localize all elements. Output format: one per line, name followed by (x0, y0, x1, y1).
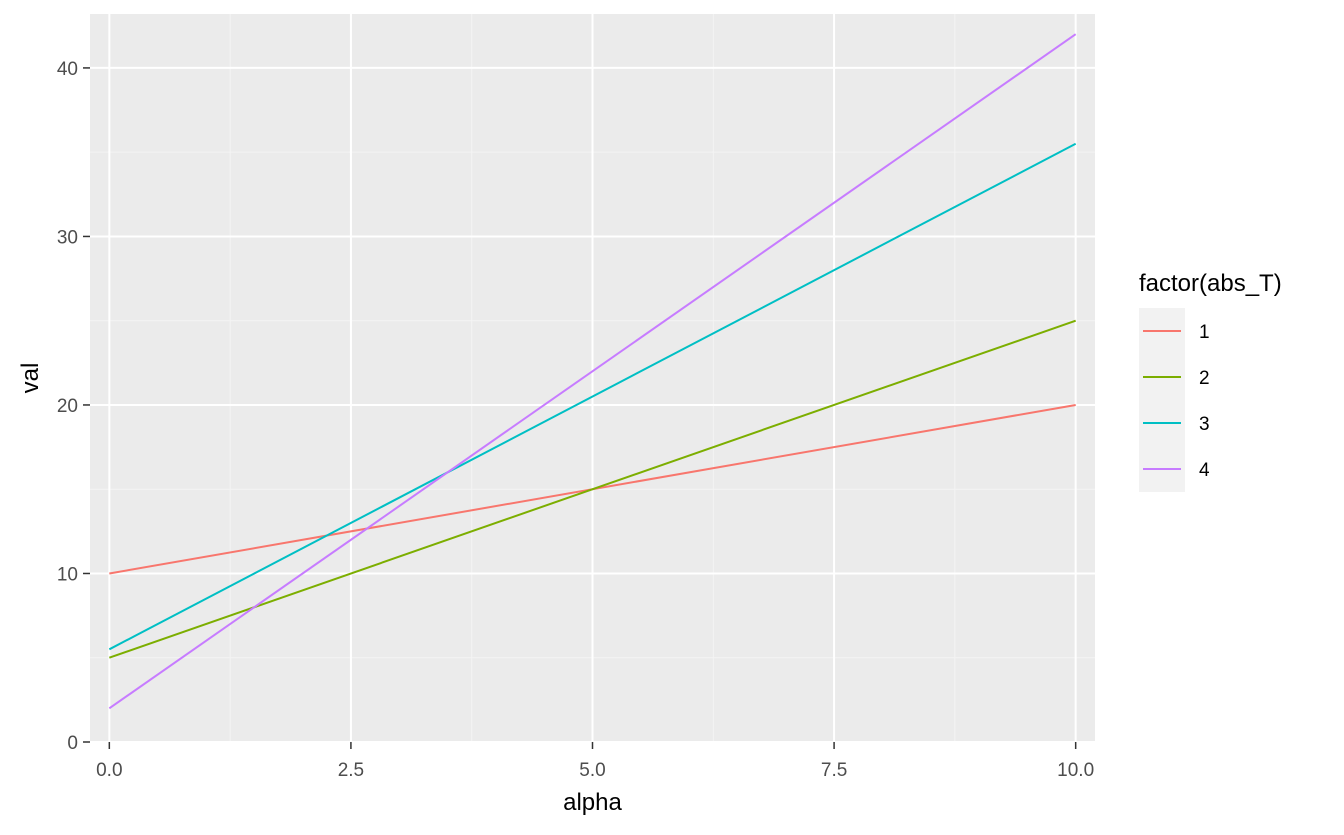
legend-label-1: 1 (1199, 322, 1210, 343)
legend: factor(abs_T) 1 2 3 4 (1139, 270, 1282, 492)
y-tick-label: 0 (67, 733, 78, 754)
legend-label-4: 4 (1199, 460, 1210, 481)
series-lines (108, 33, 1077, 710)
y-axis-title: val (17, 363, 44, 394)
series-line-4 (108, 33, 1077, 710)
series-line-2 (108, 319, 1077, 659)
x-axis-title: alpha (563, 789, 622, 816)
legend-items: 1 2 3 4 (1143, 322, 1210, 481)
y-tick-label: 10 (57, 564, 78, 585)
axis-ticks (83, 67, 1077, 749)
x-tick-label: 10.0 (1057, 760, 1094, 781)
legend-label-3: 3 (1199, 414, 1210, 435)
legend-key-background (1139, 308, 1185, 492)
x-tick-label: 7.5 (821, 760, 847, 781)
y-tick-label: 20 (57, 396, 78, 417)
x-tick-label: 0.0 (96, 760, 122, 781)
legend-title: factor(abs_T) (1139, 270, 1282, 297)
y-tick-label: 30 (57, 227, 78, 248)
x-tick-labels: 0.0 2.5 5.0 7.5 10.0 (96, 760, 1094, 781)
x-tick-label: 2.5 (338, 760, 364, 781)
legend-label-2: 2 (1199, 368, 1210, 389)
y-tick-labels: 0 10 20 30 40 (57, 59, 78, 754)
series-line-3 (108, 142, 1077, 651)
y-tick-label: 40 (57, 59, 78, 80)
x-tick-label: 5.0 (579, 760, 605, 781)
